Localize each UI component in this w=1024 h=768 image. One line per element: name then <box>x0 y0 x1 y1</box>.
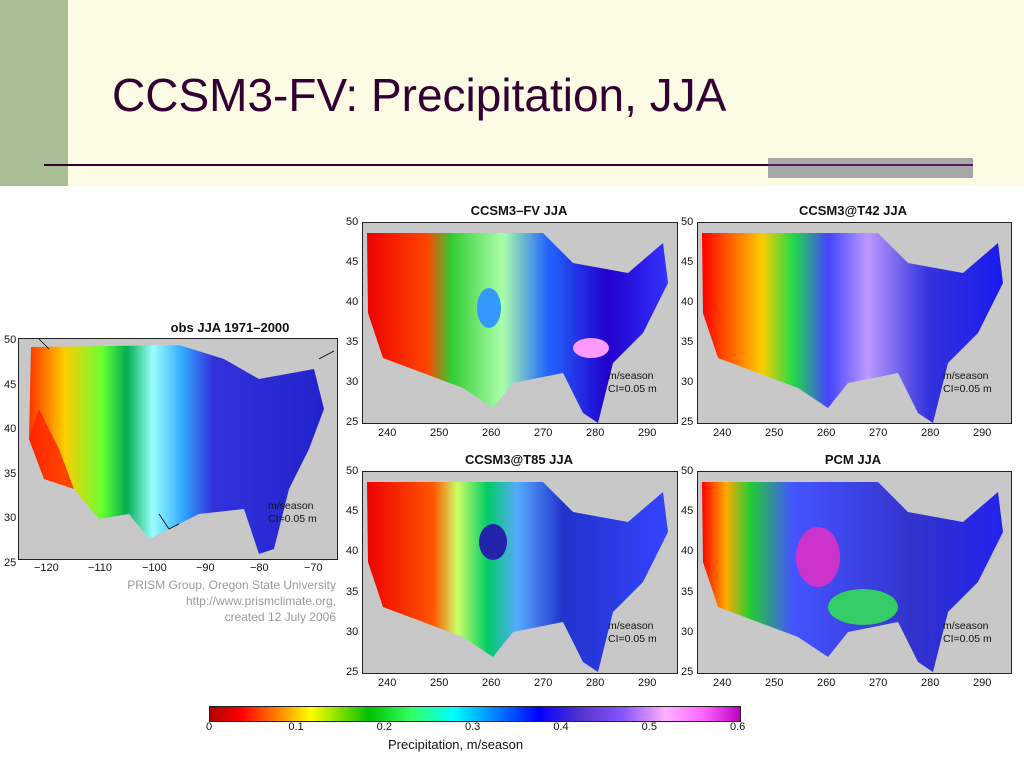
t42-lon-tick: 260 <box>817 427 836 439</box>
obs-lon-tick: −120 <box>34 562 59 574</box>
t85-lat-tick: 45 <box>346 505 359 518</box>
obs-lat-tick: 30 <box>4 512 17 524</box>
obs-lon-tick: −80 <box>250 562 269 574</box>
t85-lon-tick: 280 <box>586 677 605 689</box>
t85-lon-tick: 250 <box>430 677 449 689</box>
credit-line-2: http://www.prismclimate.org, <box>185 594 336 608</box>
pcm-lat-tick: 50 <box>681 465 694 477</box>
fv-lon-tick: 260 <box>482 427 501 439</box>
t85-lat-tick: 25 <box>346 666 359 678</box>
colorbar-tick-label: 0 <box>206 721 213 733</box>
t85-lat-tick: 50 <box>346 465 359 477</box>
obs-lat-tick: 40 <box>4 423 17 435</box>
t42-lon-tick: 280 <box>921 427 940 439</box>
obs-lat-tick: 45 <box>4 378 17 391</box>
t42-ci-label: CI=0.05 m <box>943 383 992 395</box>
t85-map <box>362 471 678 674</box>
pcm-lon-tick: 260 <box>817 677 836 689</box>
colorbar-tick-label: 0.3 <box>465 721 481 733</box>
t85-lat-tick: 40 <box>346 545 359 558</box>
fv-ci-label: CI=0.05 m <box>608 383 657 395</box>
colorbar-tick-label: 0.4 <box>553 721 569 733</box>
pcm-lat-tick: 25 <box>681 666 694 678</box>
t42-lat-tick: 30 <box>681 376 694 388</box>
pcm-lon-tick: 250 <box>765 677 784 689</box>
t85-panel-title: CCSM3@T85 JJA <box>464 452 574 467</box>
fv-lon-tick: 270 <box>534 427 553 439</box>
t42-lat-tick: 25 <box>681 416 694 428</box>
t42-panel-title: CCSM3@T42 JJA <box>798 203 908 218</box>
t42-lat-tick: 40 <box>681 296 694 308</box>
colorbar-tick-label: 0.2 <box>376 721 392 733</box>
pcm-lon-tick: 280 <box>921 677 940 689</box>
fv-panel-title: CCSM3–FV JJA <box>470 203 568 218</box>
fv-units-label: m/season <box>608 370 654 382</box>
fv-lon-tick: 240 <box>378 427 397 439</box>
obs-lon-tick: −70 <box>304 562 323 574</box>
obs-lat-tick: 50 <box>4 334 17 346</box>
credit-line-3: created 12 July 2006 <box>224 610 336 624</box>
colorbar-tick-label: 0.1 <box>288 721 304 733</box>
obs-map <box>18 338 338 560</box>
t85-ci-label: CI=0.05 m <box>608 633 657 645</box>
title-rule-accent <box>768 164 973 166</box>
title-rule <box>44 164 770 166</box>
t85-lat-tick: 30 <box>346 625 359 638</box>
t42-lon-tick: 240 <box>713 427 732 439</box>
fv-lat-tick: 45 <box>346 256 359 268</box>
pcm-lat-tick: 35 <box>681 585 694 598</box>
pcm-lon-tick: 270 <box>869 677 888 689</box>
pcm-lat-tick: 40 <box>681 545 694 558</box>
t42-lat-tick: 35 <box>681 336 694 348</box>
pcm-lat-tick: 45 <box>681 505 694 518</box>
pcm-panel-title: PCM JJA <box>824 452 882 467</box>
t42-lat-tick: 45 <box>681 256 694 268</box>
fv-lon-tick: 280 <box>586 427 605 439</box>
slide-header <box>68 0 1024 186</box>
obs-lon-tick: −100 <box>142 562 167 574</box>
obs-panel-title: obs JJA 1971–2000 <box>170 320 290 335</box>
pcm-map <box>697 471 1012 674</box>
credit-line-1: PRISM Group, Oregon State University <box>127 578 336 592</box>
t42-lon-tick: 250 <box>765 427 784 439</box>
t85-units-label: m/season <box>608 620 654 632</box>
fv-lat-tick: 35 <box>346 336 359 348</box>
t42-lon-tick: 290 <box>973 427 992 439</box>
fv-map <box>362 222 678 424</box>
pcm-ci-label: CI=0.05 m <box>943 633 992 645</box>
fv-lat-tick: 25 <box>346 416 359 428</box>
t85-lat-tick: 35 <box>346 585 359 598</box>
pcm-units-label: m/season <box>943 620 989 632</box>
fv-lon-tick: 250 <box>430 427 449 439</box>
pcm-lon-tick: 240 <box>713 677 732 689</box>
pcm-lon-tick: 290 <box>973 677 992 689</box>
t42-lat-tick: 50 <box>681 216 694 228</box>
t85-lon-tick: 240 <box>378 677 397 689</box>
credit-text: PRISM Group, Oregon State University htt… <box>126 577 336 625</box>
t85-lon-tick: 260 <box>482 677 501 689</box>
title-rule-block <box>768 158 973 178</box>
colorbar-tick-label: 0.6 <box>730 721 746 733</box>
fv-lat-tick: 50 <box>346 216 359 228</box>
slide-title: CCSM3-FV: Precipitation, JJA <box>112 69 727 121</box>
obs-ci-label: CI=0.05 m <box>268 513 317 525</box>
pcm-lat-tick: 30 <box>681 625 694 638</box>
colorbar-title: Precipitation, m/season <box>388 737 524 752</box>
obs-lat-tick: 35 <box>4 467 17 480</box>
obs-units-label: m/season <box>268 500 314 512</box>
obs-lon-tick: −110 <box>88 562 112 574</box>
slide-sidebar <box>0 0 68 186</box>
fv-lat-tick: 40 <box>346 296 359 308</box>
fv-lat-tick: 30 <box>346 376 359 388</box>
t42-map <box>697 222 1012 424</box>
obs-lon-tick: −90 <box>196 562 215 574</box>
t85-lon-tick: 270 <box>534 677 553 689</box>
precipitation-colorbar <box>209 706 741 722</box>
t42-units-label: m/season <box>943 370 989 382</box>
t85-lon-tick: 290 <box>638 677 657 689</box>
fv-lon-tick: 290 <box>638 427 657 439</box>
colorbar-tick-label: 0.5 <box>641 721 657 733</box>
obs-lat-tick: 25 <box>4 556 17 569</box>
t42-lon-tick: 270 <box>869 427 888 439</box>
